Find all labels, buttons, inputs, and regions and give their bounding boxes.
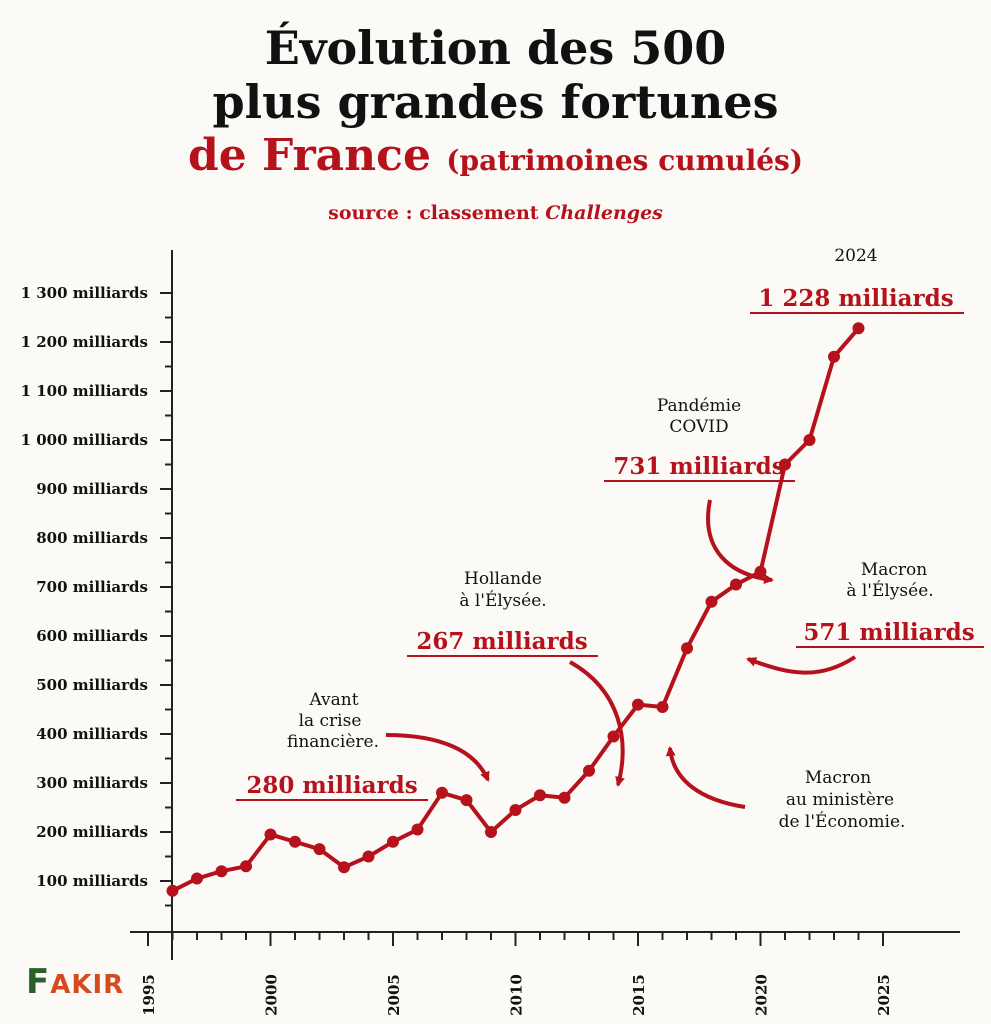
x-tick-label: 2015 bbox=[630, 974, 648, 1016]
data-point-2010 bbox=[509, 803, 522, 816]
y-tick-label: 1 100 milliards bbox=[21, 382, 148, 400]
annotation-macron-eco-text: de l'Économie. bbox=[779, 811, 906, 832]
annotation-macron-eco-text: au ministère bbox=[786, 790, 894, 810]
data-point-2002 bbox=[313, 843, 326, 856]
y-tick-label: 500 milliards bbox=[36, 676, 148, 694]
data-point-1996 bbox=[166, 884, 179, 897]
x-tick-label: 2020 bbox=[753, 974, 771, 1016]
data-point-2020 bbox=[754, 565, 767, 578]
data-point-2022 bbox=[803, 434, 816, 446]
data-point-2005 bbox=[387, 835, 399, 848]
data-point-2015 bbox=[632, 698, 644, 711]
x-tick-label: 1995 bbox=[140, 974, 158, 1016]
annotation-macron-eco-arrow bbox=[665, 746, 746, 809]
data-point-2023 bbox=[828, 350, 840, 363]
x-tick-label: 2025 bbox=[875, 974, 893, 1016]
logo-letter: F bbox=[26, 962, 51, 1002]
x-tick-label: 2005 bbox=[385, 974, 403, 1016]
y-tick-label: 900 milliards bbox=[36, 480, 148, 498]
annotation-last-text: 2024 bbox=[834, 246, 877, 266]
data-point-2018 bbox=[705, 595, 718, 608]
y-tick-label: 800 milliards bbox=[36, 529, 148, 547]
data-point-1998 bbox=[215, 865, 228, 878]
data-point-2000 bbox=[264, 828, 277, 841]
annotation-crise-text: Avant bbox=[308, 690, 358, 710]
logo-rest: AKIR bbox=[50, 970, 125, 1000]
annotation-macron-elysee-value: 571 milliards bbox=[803, 619, 974, 646]
annotation-hollande-arrow bbox=[569, 660, 625, 787]
chart-source: source : classement Challenges bbox=[0, 202, 991, 224]
annotation-covid-text: Pandémie bbox=[657, 396, 741, 416]
y-tick-label: 300 milliards bbox=[36, 774, 148, 792]
series-line bbox=[166, 322, 865, 897]
data-point-2012 bbox=[558, 791, 571, 804]
data-point-2008 bbox=[460, 794, 473, 807]
annotation-macron-elysee-text: à l'Élysée. bbox=[846, 580, 933, 601]
annotation-macron-eco-text: Macron bbox=[805, 768, 871, 788]
source-name: Challenges bbox=[545, 202, 663, 224]
annotation-crise-text: la crise bbox=[299, 711, 362, 731]
y-tick-label: 400 milliards bbox=[36, 725, 148, 743]
data-point-2003 bbox=[338, 861, 350, 874]
annotation-covid-arrow bbox=[706, 499, 774, 585]
x-tick-label: 2000 bbox=[263, 974, 281, 1016]
y-tick-label: 1 000 milliards bbox=[21, 431, 148, 449]
annotation-crise-arrow bbox=[385, 733, 490, 782]
y-tick-label: 1 200 milliards bbox=[21, 333, 148, 351]
data-point-2009 bbox=[485, 826, 497, 838]
y-tick-label: 700 milliards bbox=[36, 578, 148, 596]
annotation-hollande-text: Hollande bbox=[464, 569, 542, 589]
x-axis-ticks: 1995 2000 2005 2010 2015 2020 2025 bbox=[140, 932, 893, 1016]
data-point-2014 bbox=[607, 730, 620, 743]
data-point-2016 bbox=[656, 701, 669, 714]
data-point-2024 bbox=[852, 322, 865, 335]
annotation-last-value: 1 228 milliards bbox=[758, 285, 953, 312]
x-tick-label: 2010 bbox=[508, 974, 526, 1016]
annotation-hollande-value: 267 milliards bbox=[416, 628, 587, 655]
data-point-2021 bbox=[779, 458, 791, 471]
fakir-logo: FAKIR bbox=[26, 962, 124, 1002]
source-prefix: source : classement bbox=[328, 202, 546, 224]
data-point-2017 bbox=[681, 642, 693, 655]
chart-title-line3: de France (patrimoines cumulés) bbox=[0, 130, 991, 187]
annotation-crise-value: 280 milliards bbox=[246, 772, 417, 799]
data-point-2013 bbox=[583, 764, 595, 777]
chart-title-line2: plus grandes fortunes bbox=[212, 75, 779, 129]
annotation-hollande-text: à l'Élysée. bbox=[459, 590, 546, 611]
data-point-2001 bbox=[289, 835, 301, 848]
data-point-2011 bbox=[534, 789, 546, 802]
annotation-crise-text: financière. bbox=[287, 732, 379, 752]
data-point-2004 bbox=[362, 850, 375, 863]
y-tick-label: 600 milliards bbox=[36, 627, 148, 645]
data-point-1997 bbox=[191, 872, 203, 885]
chart-title-de-france: de France bbox=[187, 130, 431, 181]
y-axis-ticks: 100 milliards 200 milliards 300 milliards 4… bbox=[21, 284, 172, 907]
chart-title-line1: Évolution des 500 bbox=[264, 21, 727, 75]
chart-title-paren: (patrimoines cumulés) bbox=[446, 144, 804, 177]
data-point-1999 bbox=[240, 860, 252, 873]
data-point-2007 bbox=[436, 786, 448, 799]
y-tick-label: 100 milliards bbox=[36, 872, 148, 890]
annotation-covid-value: 731 milliards bbox=[613, 453, 784, 480]
y-tick-label: 200 milliards bbox=[36, 823, 148, 841]
annotation-arrows bbox=[385, 499, 857, 809]
chart-axes bbox=[130, 250, 960, 960]
data-point-2006 bbox=[411, 823, 424, 836]
annotation-covid-text: COVID bbox=[669, 417, 728, 437]
annotation-macron-elysee-text: Macron bbox=[861, 560, 927, 580]
y-tick-label: 1 300 milliards bbox=[21, 284, 148, 302]
data-point-2019 bbox=[730, 578, 742, 591]
annotation-macron-elysee-arrow bbox=[746, 655, 857, 675]
